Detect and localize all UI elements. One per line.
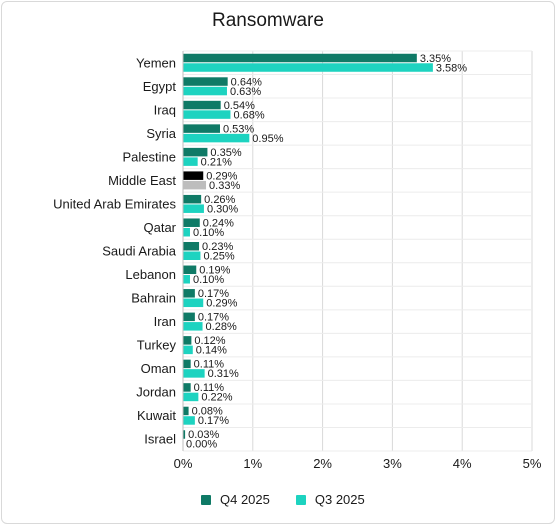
data-label: 0.33% xyxy=(209,180,240,192)
data-label: 0.17% xyxy=(198,415,229,427)
bar-q4 xyxy=(183,100,221,110)
x-tick-label: 4% xyxy=(453,456,472,471)
bar-q4 xyxy=(183,171,204,180)
category-label: Kuwait xyxy=(137,408,176,423)
data-label: 0.28% xyxy=(206,321,237,333)
data-label: 0.35% xyxy=(210,147,241,159)
data-label: 0.29% xyxy=(206,170,237,182)
bar-q4 xyxy=(183,194,202,204)
data-label: 0.26% xyxy=(204,194,235,206)
bar-q3 xyxy=(183,275,190,284)
data-label: 0.23% xyxy=(202,241,233,253)
data-label: 0.53% xyxy=(223,123,254,135)
data-label: 3.58% xyxy=(436,62,467,74)
legend: Q4 2025 Q3 2025 xyxy=(201,492,391,507)
bar-q4 xyxy=(183,430,186,439)
data-label: 0.17% xyxy=(198,312,229,324)
category-label: Jordan xyxy=(136,385,176,400)
legend-item-q4[interactable]: Q4 2025 xyxy=(201,492,270,507)
category-label: Bahrain xyxy=(131,291,176,306)
bar-q3 xyxy=(183,204,204,213)
bar-q4 xyxy=(183,242,200,251)
data-label: 0.08% xyxy=(192,406,223,418)
data-label: 0.25% xyxy=(203,251,234,263)
bar-q4 xyxy=(183,124,220,133)
data-label: 0.29% xyxy=(206,298,237,310)
bar-q4 xyxy=(183,336,192,345)
category-label: Egypt xyxy=(143,79,177,94)
data-label: 0.17% xyxy=(198,288,229,300)
category-label: Syria xyxy=(146,126,176,141)
category-label: Iran xyxy=(154,314,176,329)
category-label: Yemen xyxy=(136,55,176,70)
bar-q3 xyxy=(183,227,190,237)
bar-q4 xyxy=(183,383,191,392)
data-label: 0.95% xyxy=(252,133,283,145)
bar-q3 xyxy=(183,416,195,425)
data-label: 0.10% xyxy=(193,227,224,239)
x-tick-label: 0% xyxy=(174,456,193,471)
data-label: 0.00% xyxy=(186,439,217,451)
legend-swatch-q3 xyxy=(295,494,306,505)
chart-title: Ransomware xyxy=(212,10,324,31)
bar-q4 xyxy=(183,53,417,63)
bar-q3 xyxy=(183,180,207,190)
bar-q3 xyxy=(183,110,231,119)
legend-item-q3[interactable]: Q3 2025 xyxy=(295,492,365,507)
x-tick-label: 2% xyxy=(313,456,332,471)
data-label: 0.12% xyxy=(194,335,225,347)
x-tick-label: 5% xyxy=(523,456,542,471)
data-label: 0.64% xyxy=(231,76,262,88)
bar-q4 xyxy=(183,312,195,322)
data-label: 0.22% xyxy=(201,392,232,404)
bar-q3 xyxy=(183,392,199,402)
data-label: 0.68% xyxy=(233,109,264,121)
category-label: Israel xyxy=(144,432,176,447)
data-label: 0.03% xyxy=(188,429,219,441)
bar-q4 xyxy=(183,265,197,275)
bar-q4 xyxy=(183,147,208,157)
x-tick-label: 3% xyxy=(383,456,402,471)
bar-q3 xyxy=(183,133,250,143)
category-label: Oman xyxy=(141,361,176,376)
category-label: Qatar xyxy=(143,220,176,235)
bar-q3 xyxy=(183,251,201,260)
data-label: 0.63% xyxy=(230,86,261,98)
data-label: 0.54% xyxy=(224,100,255,112)
data-label: 0.19% xyxy=(199,265,230,277)
data-label: 0.14% xyxy=(196,345,227,357)
bar-q4 xyxy=(183,359,191,369)
data-label: 0.11% xyxy=(194,382,225,394)
legend-label-q4: Q4 2025 xyxy=(220,492,270,507)
bar-q3 xyxy=(183,63,433,72)
legend-label-q3: Q3 2025 xyxy=(314,492,365,507)
x-tick-label: 1% xyxy=(243,456,262,471)
data-label: 0.21% xyxy=(201,156,232,168)
category-label: Lebanon xyxy=(125,267,176,282)
bar-q4 xyxy=(183,289,195,298)
bar-q4 xyxy=(183,77,228,86)
data-label: 0.31% xyxy=(208,368,239,380)
category-label: Middle East xyxy=(108,173,176,188)
bar-q3 xyxy=(183,298,204,308)
bar-q3 xyxy=(183,369,205,378)
category-label: United Arab Emirates xyxy=(53,196,176,211)
category-label: Turkey xyxy=(137,338,177,353)
data-label: 0.10% xyxy=(193,274,224,286)
bar-q4 xyxy=(183,218,200,227)
category-label: Iraq xyxy=(154,102,176,117)
data-label: 3.35% xyxy=(420,53,451,65)
bar-q4 xyxy=(183,406,189,416)
data-label: 0.11% xyxy=(194,359,225,371)
legend-swatch-q4 xyxy=(201,494,211,505)
data-label: 0.24% xyxy=(203,217,234,229)
data-label: 0.30% xyxy=(207,203,238,215)
bar-q3 xyxy=(183,322,203,331)
bar-q3 xyxy=(183,157,198,166)
bar-q3 xyxy=(183,345,193,355)
category-label: Palestine xyxy=(123,149,176,164)
bar-q3 xyxy=(183,86,227,96)
category-label: Saudi Arabia xyxy=(102,244,176,259)
